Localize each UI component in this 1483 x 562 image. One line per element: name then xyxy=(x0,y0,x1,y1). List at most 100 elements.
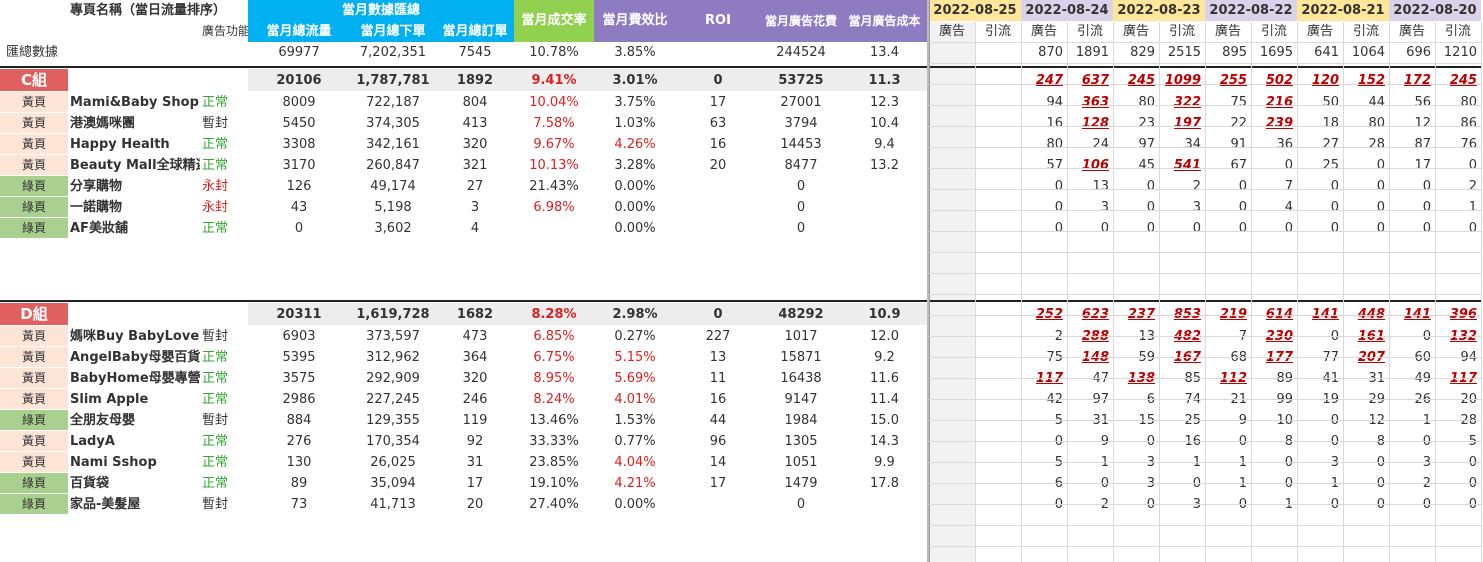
cell-traffic: 126 xyxy=(286,179,312,194)
cell-orders: 20 xyxy=(466,497,484,512)
cell-placed: 292,909 xyxy=(366,371,420,386)
cell-traffic: 130 xyxy=(286,455,312,470)
traffic-subheader: 引流 xyxy=(1352,24,1379,39)
cell-ad-spend: 1479 xyxy=(784,476,818,491)
cell-traffic: 6903 xyxy=(282,329,316,344)
daily-cell: 44 xyxy=(1368,95,1385,110)
page-name[interactable]: 家品-美髮屋 xyxy=(70,497,141,512)
page-name[interactable]: BabyHome母嬰專營 xyxy=(70,371,200,386)
page-name[interactable]: Nami Sshop xyxy=(70,455,157,470)
ad-subheader: 廣告 xyxy=(1030,24,1057,39)
page-type-tag: 黃頁 xyxy=(0,368,68,388)
cell-placed: 35,094 xyxy=(370,476,416,491)
grid-h xyxy=(929,273,1481,274)
cell-ad-spend: 244524 xyxy=(776,45,826,60)
cell-conversion: 10.04% xyxy=(529,95,579,110)
page-type-tag: 黃頁 xyxy=(0,347,68,367)
page-name[interactable]: 媽咪Buy BabyLove xyxy=(70,329,200,344)
daily-cell: 34 xyxy=(1184,137,1201,152)
grid-h xyxy=(929,126,1481,127)
daily-cell: 25 xyxy=(1322,158,1339,173)
cell-ad-cost xyxy=(842,494,927,515)
daily-cell: 0 xyxy=(1238,221,1247,236)
cell-traffic: 69977 xyxy=(278,45,320,60)
page-name[interactable]: 全朋友母嬰 xyxy=(70,413,136,428)
grid-h xyxy=(929,147,1481,148)
daily-cell: 0 xyxy=(1192,221,1201,236)
cell-orders: 320 xyxy=(462,137,488,152)
page-type-tag: 黃頁 xyxy=(0,452,68,472)
cell-placed: 129,355 xyxy=(366,413,420,428)
cell-cost-ratio: 3.01% xyxy=(594,70,676,91)
page-name[interactable]: Mami&Baby Shop xyxy=(70,95,199,110)
cell-cost-ratio: 1.53% xyxy=(614,413,656,428)
group-label-1: D組 xyxy=(0,303,68,325)
total-orders-placed-header: 當月總下單 xyxy=(350,21,436,42)
page-name[interactable]: LadyA xyxy=(70,434,115,449)
cell-roi: 0 xyxy=(676,70,760,91)
page-type-tag: 綠頁 xyxy=(0,473,68,493)
page-type-tag: 黃頁 xyxy=(0,431,68,451)
cell-ad-spend: 48292 xyxy=(760,304,842,325)
cell-conversion: 9.67% xyxy=(533,137,575,152)
grid-h xyxy=(929,462,1481,463)
cell-ad-spend: 16438 xyxy=(780,371,822,386)
grid-v xyxy=(1159,22,1160,562)
page-name[interactable]: 分享購物 xyxy=(70,179,123,194)
daily-cell: 0 xyxy=(1238,200,1247,215)
cell-cost-ratio: 3.28% xyxy=(614,158,656,173)
daily-cell: 0 xyxy=(1376,179,1385,194)
daily-cell: 0 xyxy=(1330,200,1339,215)
daily-cell: 216 xyxy=(1265,95,1293,110)
traffic-subheader: 引流 xyxy=(1076,24,1103,39)
page-name[interactable]: Happy Health xyxy=(70,137,170,152)
cell-cost-ratio: 0.00% xyxy=(614,179,656,194)
daily-cell: 0 xyxy=(1054,200,1063,215)
daily-cell: 0 xyxy=(1284,221,1293,236)
daily-cell: 27 xyxy=(1322,137,1339,152)
grid-h xyxy=(929,231,1481,232)
cell-ad-spend: 0 xyxy=(796,200,806,215)
cell-orders: 246 xyxy=(462,392,488,407)
grid-h xyxy=(929,483,1481,484)
grid-h xyxy=(929,504,1481,505)
summary-header: 當月數據匯總 xyxy=(248,0,514,21)
daily-cell: 0 xyxy=(1284,158,1293,173)
grid-h xyxy=(929,336,1481,337)
cell-orders: 7545 xyxy=(458,45,492,60)
daily-cell: 75 xyxy=(1230,95,1247,110)
cell-ad-cost: 13.4 xyxy=(870,45,899,60)
cell-placed: 5,198 xyxy=(374,200,412,215)
cell-ad-spend: 53725 xyxy=(760,70,842,91)
cell-ad-spend: 3794 xyxy=(784,116,818,131)
page-status: 正常 xyxy=(202,371,229,386)
daily-cell: 7 xyxy=(1284,179,1293,194)
daily-cell: 12 xyxy=(1414,116,1431,131)
cell-ad-spend: 0 xyxy=(796,497,806,512)
cell-conversion: 27.40% xyxy=(529,497,579,512)
cell-orders: 27 xyxy=(466,179,484,194)
cell-traffic: 73 xyxy=(290,497,308,512)
cell-traffic: 43 xyxy=(290,200,308,215)
page-name[interactable]: Beauty Mall全球精選 xyxy=(70,158,200,173)
page-name[interactable]: 一諾購物 xyxy=(70,200,123,215)
page-name[interactable]: 百貨袋 xyxy=(70,476,110,491)
cell-conversion: 23.85% xyxy=(529,455,579,470)
page-name[interactable]: 港澳媽咪團 xyxy=(70,116,136,131)
total-traffic-header: 當月總流量 xyxy=(248,21,350,42)
grid-h xyxy=(929,399,1481,400)
cell-roi xyxy=(676,218,760,239)
page-status: 正常 xyxy=(202,350,229,365)
cell-roi xyxy=(676,176,760,197)
summary-label: 匯總數據 xyxy=(6,45,59,60)
page-name[interactable]: AngelBaby母嬰百貨 xyxy=(70,350,200,365)
page-name[interactable]: AF美妝舖 xyxy=(70,221,128,236)
cell-ad-spend: 0 xyxy=(796,221,806,236)
cell-ad-cost: 11.3 xyxy=(842,70,927,91)
daily-cell: 2 xyxy=(1192,179,1201,194)
page-name[interactable]: Slim Apple xyxy=(70,392,149,407)
daily-cell: 0 xyxy=(1146,200,1155,215)
daily-cell: 895 xyxy=(1222,45,1247,60)
date-header-2022-08-22: 2022-08-22 xyxy=(1205,0,1297,21)
cell-roi: 16 xyxy=(709,392,727,407)
